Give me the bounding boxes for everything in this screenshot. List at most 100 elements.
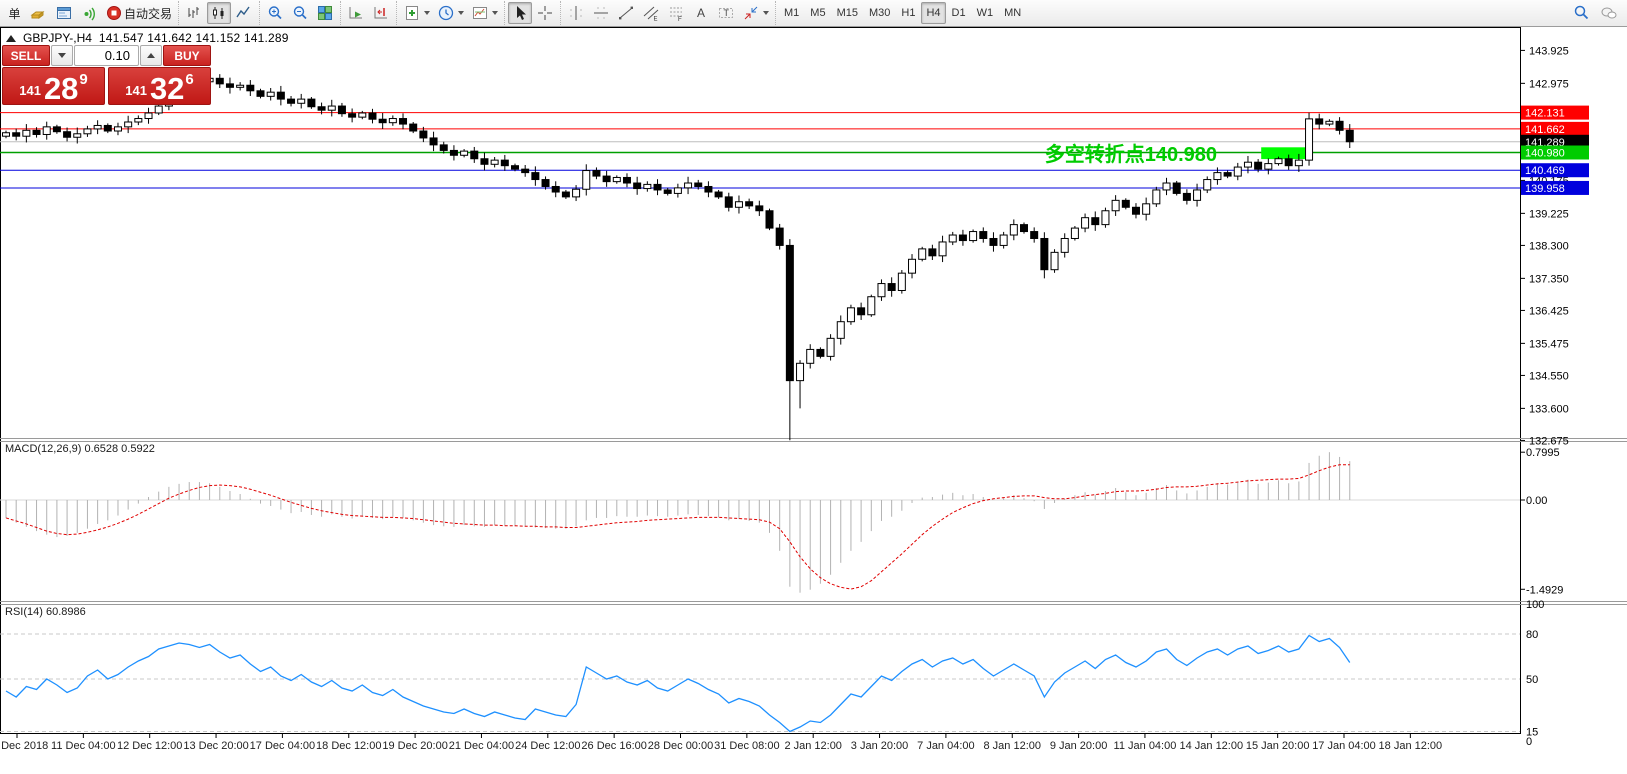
timeframe-w1-button[interactable]: W1 <box>972 2 999 24</box>
candle-body <box>826 337 835 357</box>
candle-body <box>836 321 845 339</box>
timeframe-m5-button-label: M5 <box>810 7 826 19</box>
time-tick-label: 17 Dec 04:00 <box>250 740 315 752</box>
candle-body <box>572 188 581 198</box>
timeframe-m30-button[interactable]: M30 <box>864 2 895 24</box>
timeframe-m15-button[interactable]: M15 <box>832 2 863 24</box>
candle-body <box>796 362 805 382</box>
candle-body <box>32 129 41 135</box>
channel-button[interactable]: E <box>639 2 663 24</box>
timeframe-m1-button[interactable]: M1 <box>779 2 804 24</box>
cursor-button[interactable] <box>508 2 533 24</box>
vertical-line-button[interactable] <box>564 2 588 24</box>
svg-text:E: E <box>654 17 658 23</box>
candle-body <box>897 272 906 291</box>
new-order-button[interactable]: 单 <box>3 2 26 24</box>
price-axis[interactable] <box>1521 27 1627 734</box>
chat-icon <box>1601 7 1617 19</box>
trendline-button[interactable] <box>614 2 638 24</box>
candle-body <box>134 118 143 123</box>
candle-body <box>1315 118 1324 125</box>
time-tick-label: 18 Dec 12:00 <box>316 740 381 752</box>
gold-bar-icon <box>30 11 45 19</box>
candle-body <box>103 124 112 132</box>
time-tick-label: 7 Jan 04:00 <box>917 740 975 752</box>
buy-button[interactable]: BUY <box>163 45 211 66</box>
gold-button[interactable] <box>27 2 51 24</box>
search-button[interactable] <box>1569 2 1593 24</box>
chart-shift-button[interactable] <box>369 2 393 24</box>
timeframe-mn-button[interactable]: MN <box>999 2 1026 24</box>
rsi-tick-label: 15 <box>1526 727 1538 739</box>
volume-up-button[interactable] <box>140 45 162 66</box>
autotrading-button-label: 自动交易 <box>124 6 173 21</box>
time-tick-label: 12 Dec 12:00 <box>117 740 182 752</box>
time-axis[interactable] <box>0 734 1627 756</box>
fibonacci-button[interactable]: F <box>664 2 688 24</box>
toolbar-group-cursor <box>504 1 560 25</box>
annotation-text[interactable]: 多空转折点140.980 <box>1044 144 1217 166</box>
tile-windows-button[interactable] <box>313 2 337 24</box>
candle-body <box>612 176 621 183</box>
one-click-collapse-icon[interactable] <box>6 34 16 42</box>
volume-input[interactable] <box>74 45 139 66</box>
crosshair-icon <box>538 6 553 20</box>
chart-canvas[interactable]: 143.925142.975142.050141.100140.175139.2… <box>0 27 1627 774</box>
timeframe-m30-button-label: M30 <box>868 7 891 19</box>
arrows-icon <box>744 6 758 20</box>
bar-chart-icon <box>188 7 200 18</box>
zoom-in-button[interactable] <box>263 2 287 24</box>
time-tick-label: 11 Dec 04:00 <box>51 740 116 752</box>
svg-text:A: A <box>697 6 705 20</box>
candle-body <box>1233 166 1242 177</box>
horizontal-line-button[interactable] <box>589 2 613 24</box>
triangle-up-icon <box>147 53 155 58</box>
timeframe-h4-button[interactable]: H4 <box>921 2 946 24</box>
signals-button[interactable] <box>77 2 101 24</box>
text-button[interactable]: A <box>689 2 713 24</box>
pane-splitter-rsi[interactable] <box>0 599 1627 604</box>
candle-body <box>765 210 774 229</box>
candle-body <box>154 105 163 114</box>
price-tick-label: 137.350 <box>1529 273 1569 285</box>
timeframe-m5-button[interactable]: M5 <box>805 2 830 24</box>
candle-body <box>225 83 234 88</box>
timeframe-h1-button[interactable]: H1 <box>896 2 920 24</box>
pane-splitter-macd[interactable] <box>0 436 1627 441</box>
candle-body <box>541 179 550 187</box>
buy-price-button[interactable]: 141 32 6 <box>108 67 211 105</box>
line-chart-button[interactable] <box>232 2 256 24</box>
candle-body <box>256 90 265 97</box>
candle-body <box>1040 237 1049 271</box>
periods-button[interactable] <box>434 2 467 24</box>
crosshair-button[interactable] <box>533 2 557 24</box>
candle-body <box>704 185 713 193</box>
indicators-button[interactable] <box>400 2 433 24</box>
candle-body <box>63 131 72 138</box>
templates-button[interactable] <box>468 2 501 24</box>
candle-body <box>694 182 703 187</box>
candle-body <box>1243 161 1252 168</box>
cursor-icon <box>517 6 527 20</box>
candlestick-button[interactable] <box>207 2 232 24</box>
candle-body <box>908 258 917 274</box>
volume-down-button[interactable] <box>51 45 73 66</box>
timeframe-d1-button[interactable]: D1 <box>947 2 971 24</box>
arrows-button[interactable] <box>739 2 772 24</box>
highlight-box[interactable] <box>1261 147 1308 160</box>
chat-button[interactable] <box>1597 2 1621 24</box>
autotrading-button[interactable]: 自动交易 <box>102 2 175 24</box>
sell-price-button[interactable]: 141 28 9 <box>2 67 105 105</box>
sell-button[interactable]: SELL <box>2 45 50 66</box>
candle-body <box>918 248 927 260</box>
candle-body <box>724 196 733 208</box>
candle-body <box>12 132 21 137</box>
bar-chart-button[interactable] <box>182 2 206 24</box>
candle-body <box>1009 224 1018 236</box>
auto-scroll-button[interactable] <box>344 2 368 24</box>
toolbar-group-chart-type <box>178 1 259 25</box>
label-button[interactable]: T <box>714 2 738 24</box>
candle-body <box>1050 251 1059 271</box>
chart-window-button[interactable] <box>52 2 76 24</box>
zoom-out-button[interactable] <box>288 2 312 24</box>
